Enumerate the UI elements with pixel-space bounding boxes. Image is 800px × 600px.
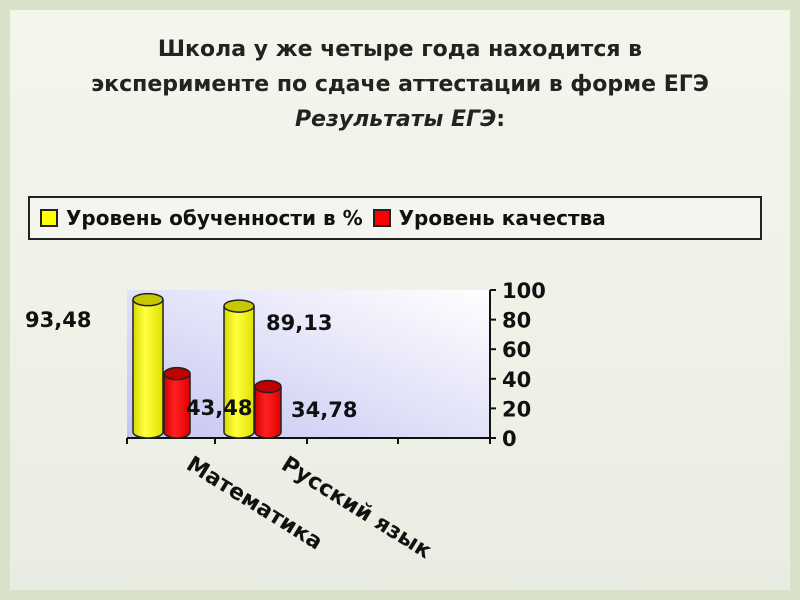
y-tick-label: 0 xyxy=(502,427,517,451)
legend-item-1: Уровень качества xyxy=(372,206,606,230)
subtitle-colon: : xyxy=(496,107,506,132)
slide-title: Школа у же четыре года находится в экспе… xyxy=(0,32,800,137)
legend-swatch-red xyxy=(372,209,391,227)
bar-cylinder-top xyxy=(132,292,164,307)
y-tick-label: 60 xyxy=(502,338,531,362)
y-tick-label: 80 xyxy=(502,309,531,333)
y-tick-label: 20 xyxy=(502,397,531,421)
bar-cylinder xyxy=(254,386,282,439)
y-tick-label: 40 xyxy=(502,368,531,392)
legend-swatch-yellow xyxy=(40,209,58,227)
title-line-2: эксперименте по сдаче аттестации в форме… xyxy=(91,72,709,97)
data-label: 43,48 xyxy=(186,396,252,420)
y-tick-label: 100 xyxy=(502,279,546,303)
legend-item-0: Уровень обученности в % xyxy=(40,206,363,230)
chart-legend: Уровень обученности в % Уровень качества xyxy=(28,196,762,240)
bar-cylinder-top xyxy=(223,299,255,313)
bar-cylinder-top xyxy=(254,379,282,394)
legend-label-1: Уровень качества xyxy=(398,206,606,230)
data-label: 34,78 xyxy=(291,398,357,422)
legend-label-0: Уровень обученности в % xyxy=(66,206,363,230)
bar-cylinder-top xyxy=(163,366,191,381)
bar-cylinder xyxy=(132,299,164,439)
data-label: 89,13 xyxy=(266,311,332,335)
data-label: 93,48 xyxy=(25,308,91,332)
subtitle: Результаты ЕГЭ xyxy=(294,107,497,132)
bar-cylinder xyxy=(223,306,255,439)
title-line-1: Школа у же четыре года находится в xyxy=(157,37,643,62)
bar-cylinder xyxy=(163,373,191,439)
